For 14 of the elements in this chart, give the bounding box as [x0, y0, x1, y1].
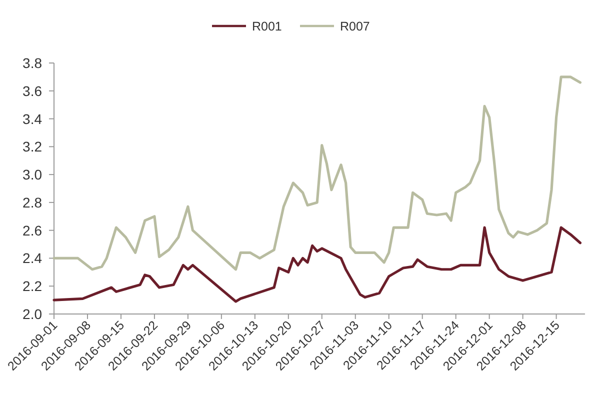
- y-tick-label: 3.8: [22, 55, 42, 71]
- y-tick-label: 3.2: [22, 138, 42, 155]
- y-tick-label: 3.4: [22, 110, 42, 127]
- y-tick-label: 2.6: [22, 222, 42, 238]
- y-tick-label: 2.4: [22, 250, 42, 266]
- line-series: [52, 226, 582, 303]
- y-tick-label: 2.0: [22, 306, 42, 322]
- line-series: [52, 76, 582, 271]
- y-tick-label: 3.6: [22, 82, 42, 99]
- y-tick-label: 2.2: [22, 278, 42, 294]
- legend-label: R007: [340, 20, 370, 34]
- y-tick-label: 2.8: [22, 194, 42, 210]
- legend-label: R001: [252, 20, 282, 34]
- y-tick-label: 3.0: [22, 166, 42, 183]
